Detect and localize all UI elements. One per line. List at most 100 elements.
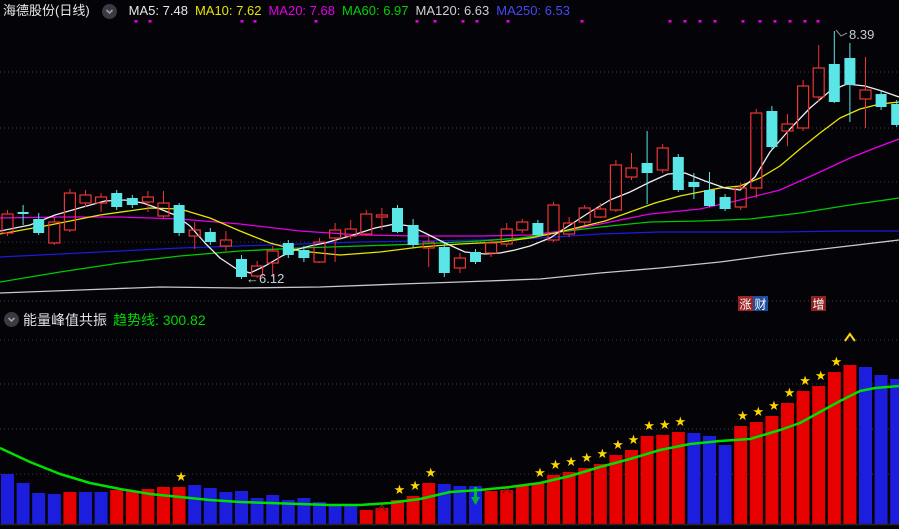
volume-bar-up: [547, 475, 560, 524]
chevron-down-icon[interactable]: [4, 312, 19, 327]
candle-up: [781, 123, 794, 132]
ma60-line: [0, 197, 899, 283]
watermark-box: [753, 296, 768, 311]
candle-down: [891, 104, 899, 125]
ma5-line: [0, 83, 899, 274]
ma120-legend: MA120: 6.63: [416, 0, 490, 22]
dotted-marker: [134, 20, 138, 23]
dotted-marker: [741, 20, 745, 23]
volume-bar-down: [235, 491, 248, 524]
ma120-value: 6.63: [463, 3, 490, 18]
candle-up: [141, 196, 154, 203]
volume-bar-up: [531, 483, 545, 524]
star-marker: ★: [534, 465, 546, 480]
star-marker: ★: [565, 454, 577, 469]
ma250-legend: MA250: 6.53: [496, 0, 570, 22]
volume-bar-down: [79, 492, 92, 524]
candle-down: [875, 94, 887, 107]
star-marker: ★: [768, 398, 780, 413]
candle-up: [313, 241, 326, 263]
candle-up: [422, 241, 435, 249]
ma60-value: 6.97: [383, 3, 409, 18]
indicator-name[interactable]: 能量峰值共振: [23, 311, 107, 328]
volume-bar-up: [734, 426, 748, 524]
candle-up: [219, 239, 232, 247]
ma-legend: MA5: 7.48 MA10: 7.62 MA20: 7.68 MA60: 6.…: [122, 0, 570, 22]
star-marker: ★: [628, 432, 640, 447]
watermark-char: 财: [754, 298, 766, 312]
candle-up: [1, 213, 14, 234]
ma250-value: 6.53: [544, 3, 570, 18]
candle-up: [157, 202, 170, 217]
dotted-marker: [773, 20, 777, 23]
volume-bar-up: [484, 491, 498, 524]
volume-bar-up: [422, 483, 436, 524]
ma5-value: 7.48: [162, 3, 188, 18]
candle-up: [516, 221, 529, 231]
volume-bar-up: [500, 490, 514, 524]
volume-bar-down: [188, 485, 202, 524]
star-marker: ★: [830, 354, 842, 369]
candle-down: [392, 208, 403, 232]
dotted-marker: [240, 20, 244, 23]
volume-bar-down: [297, 498, 311, 524]
volume-bar-up: [656, 435, 670, 524]
volume-bar-down: [219, 492, 233, 524]
volume-bar-up: [391, 500, 404, 524]
volume-bar-down: [1, 474, 14, 524]
dotted-marker: [758, 20, 762, 23]
indicator-panel-header: 能量峰值共振 趋势线: 300.82: [0, 307, 899, 332]
volume-bar-up: [359, 510, 373, 524]
candle-up: [79, 194, 92, 204]
star-marker: ★: [643, 418, 655, 433]
volume-bar-down: [94, 492, 108, 524]
ma20-legend: MA20: 7.68: [268, 0, 335, 22]
chevron-glyph: [105, 8, 113, 14]
ma60-legend: MA60: 6.97: [342, 0, 409, 22]
volume-bar-up: [63, 492, 77, 524]
volume-bar-up: [110, 490, 124, 524]
volume-bar-up: [406, 496, 420, 524]
candle-up: [375, 214, 388, 218]
trend-line: [0, 384, 899, 507]
candle-down: [33, 219, 45, 233]
volume-bar-up: [562, 472, 576, 524]
star-marker: ★: [815, 368, 827, 383]
candle-up: [94, 196, 108, 204]
ma5-label: MA5:: [128, 3, 160, 18]
volume-bar-down: [32, 493, 46, 524]
ma10-line: [0, 101, 899, 256]
yellow-caret-marker: [844, 332, 856, 342]
candle-down: [111, 193, 123, 207]
star-marker: ★: [659, 417, 671, 432]
candle-down: [688, 182, 700, 187]
volume-bar-down: [874, 375, 888, 524]
candle-down: [470, 252, 481, 262]
chevron-glyph: [7, 317, 16, 323]
ma20-value: 7.68: [309, 3, 335, 18]
dotted-marker: [461, 20, 465, 23]
candle-up: [266, 250, 279, 264]
volume-bar-down: [250, 498, 264, 524]
star-marker: ★: [784, 385, 796, 400]
ma120-line: [0, 239, 899, 294]
chevron-down-icon[interactable]: [101, 3, 117, 19]
star-marker: ★: [596, 446, 608, 461]
candle-down: [298, 250, 310, 258]
volume-bar-up: [157, 487, 170, 524]
star-marker: ★: [175, 469, 187, 484]
candle-down: [438, 247, 450, 273]
dotted-marker: [816, 20, 820, 23]
volume-bar-down: [328, 505, 342, 524]
volume-bar-down: [203, 488, 217, 524]
star-marker: ★: [409, 478, 421, 493]
dotted-marker: [580, 20, 584, 23]
star-marker: ★: [752, 404, 764, 419]
dotted-marker: [415, 20, 419, 23]
volume-bar-up: [625, 450, 638, 524]
ma5-legend: MA5: 7.48: [129, 0, 188, 22]
ma20-label: MA20:: [268, 3, 307, 18]
candle-down: [704, 190, 715, 206]
candle-down: [204, 232, 216, 242]
